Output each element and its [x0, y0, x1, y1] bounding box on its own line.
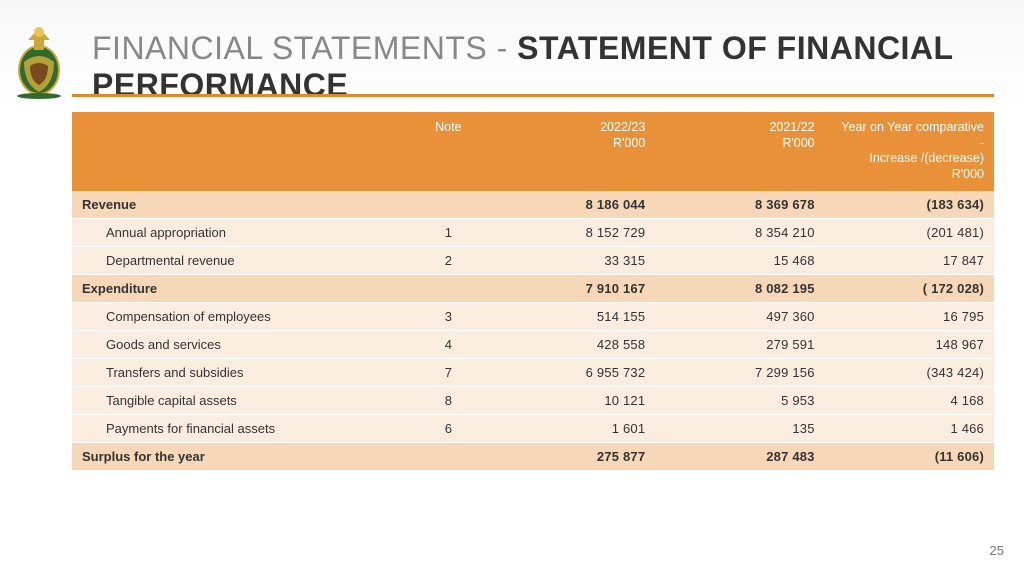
col-2021: 2021/22R'000 — [655, 112, 824, 191]
row-label: Revenue — [72, 191, 411, 219]
row-yoy: 16 795 — [825, 302, 994, 330]
coat-of-arms-logo — [10, 22, 68, 100]
row-2022: 428 558 — [486, 330, 655, 358]
table-header-row: Note 2022/23R'000 2021/22R'000 Year on Y… — [72, 112, 994, 191]
table-row: Departmental revenue233 31515 46817 847 — [72, 246, 994, 274]
table-row: Goods and services4428 558279 591148 967 — [72, 330, 994, 358]
table-row: Annual appropriation18 152 7298 354 210(… — [72, 218, 994, 246]
row-yoy: 1 466 — [825, 414, 994, 442]
row-label: Transfers and subsidies — [72, 358, 411, 386]
row-label: Tangible capital assets — [72, 386, 411, 414]
row-2022: 275 877 — [486, 442, 655, 470]
page-number: 25 — [990, 543, 1004, 558]
row-2022: 7 910 167 — [486, 274, 655, 302]
col-2022: 2022/23R'000 — [486, 112, 655, 191]
row-2022: 8 186 044 — [486, 191, 655, 219]
row-2022: 514 155 — [486, 302, 655, 330]
table-row: Expenditure 7 910 1678 082 195( 172 028) — [72, 274, 994, 302]
title-prefix: FINANCIAL STATEMENTS - — [92, 30, 517, 66]
row-2021: 497 360 — [655, 302, 824, 330]
row-2021: 8 082 195 — [655, 274, 824, 302]
row-yoy: (183 634) — [825, 191, 994, 219]
row-label: Payments for financial assets — [72, 414, 411, 442]
row-yoy: (343 424) — [825, 358, 994, 386]
row-2021: 15 468 — [655, 246, 824, 274]
row-label: Expenditure — [72, 274, 411, 302]
row-yoy: 4 168 — [825, 386, 994, 414]
table-row: Compensation of employees3514 155497 360… — [72, 302, 994, 330]
row-2021: 5 953 — [655, 386, 824, 414]
row-note: 4 — [411, 330, 486, 358]
row-note: 3 — [411, 302, 486, 330]
row-label: Surplus for the year — [72, 442, 411, 470]
row-label: Compensation of employees — [72, 302, 411, 330]
row-2022: 10 121 — [486, 386, 655, 414]
financial-performance-table: Note 2022/23R'000 2021/22R'000 Year on Y… — [72, 112, 994, 471]
row-note — [411, 442, 486, 470]
row-note: 1 — [411, 218, 486, 246]
row-2022: 6 955 732 — [486, 358, 655, 386]
row-label: Goods and services — [72, 330, 411, 358]
table-row: Transfers and subsidies76 955 7327 299 1… — [72, 358, 994, 386]
col-note: Note — [411, 112, 486, 191]
row-2021: 8 369 678 — [655, 191, 824, 219]
table-row: Surplus for the year 275 877287 483(11 60… — [72, 442, 994, 470]
row-2021: 7 299 156 — [655, 358, 824, 386]
row-2021: 279 591 — [655, 330, 824, 358]
table-row: Payments for financial assets61 6011351 … — [72, 414, 994, 442]
row-note — [411, 191, 486, 219]
row-2021: 8 354 210 — [655, 218, 824, 246]
table-row: Revenue 8 186 0448 369 678(183 634) — [72, 191, 994, 219]
row-2022: 33 315 — [486, 246, 655, 274]
row-yoy: (201 481) — [825, 218, 994, 246]
row-2022: 8 152 729 — [486, 218, 655, 246]
row-yoy: (11 606) — [825, 442, 994, 470]
row-2021: 135 — [655, 414, 824, 442]
row-yoy: 17 847 — [825, 246, 994, 274]
table-row: Tangible capital assets810 1215 9534 168 — [72, 386, 994, 414]
row-yoy: ( 172 028) — [825, 274, 994, 302]
row-2021: 287 483 — [655, 442, 824, 470]
row-note: 8 — [411, 386, 486, 414]
row-yoy: 148 967 — [825, 330, 994, 358]
row-label: Departmental revenue — [72, 246, 411, 274]
col-label — [72, 112, 411, 191]
slide-title: FINANCIAL STATEMENTS - STATEMENT OF FINA… — [92, 30, 994, 104]
row-note — [411, 274, 486, 302]
row-label: Annual appropriation — [72, 218, 411, 246]
row-note: 6 — [411, 414, 486, 442]
row-note: 2 — [411, 246, 486, 274]
row-note: 7 — [411, 358, 486, 386]
col-yoy: Year on Year comparative -Increase /(dec… — [825, 112, 994, 191]
row-2022: 1 601 — [486, 414, 655, 442]
title-underline-rule — [72, 94, 994, 97]
